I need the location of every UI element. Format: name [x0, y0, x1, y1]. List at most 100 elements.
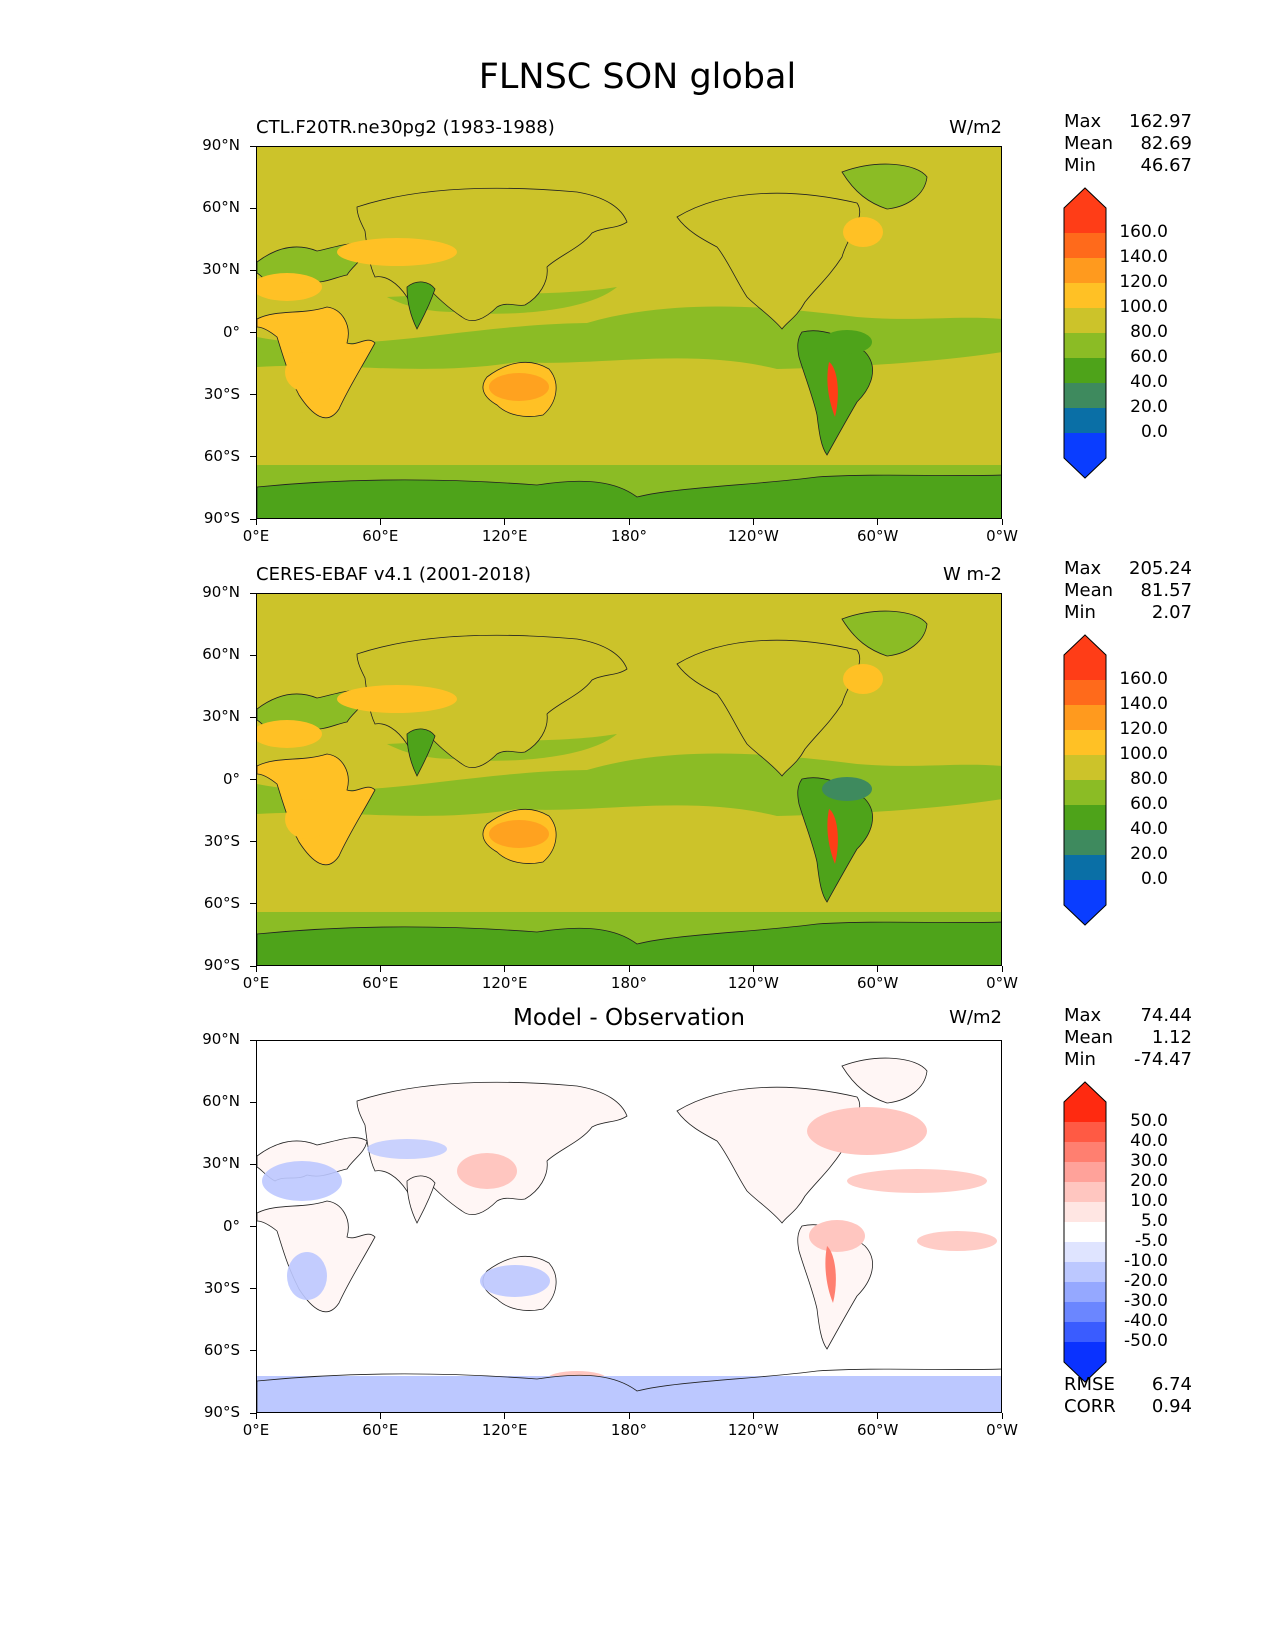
stat-label: CORR: [1064, 1396, 1116, 1417]
lat-tick-label: 90°S: [203, 956, 240, 974]
stat-label: Min: [1064, 155, 1096, 176]
panel-center-title: Model - Observation: [512, 1005, 746, 1031]
colorbar-label: 5.0: [1140, 1211, 1168, 1231]
lon-tick-label: 120°W: [727, 527, 779, 545]
stat-row: Mean 1.12: [1064, 1027, 1192, 1049]
lat-tick: [250, 592, 256, 594]
colorbar-label: -5.0: [1134, 1231, 1168, 1251]
colorbar-outline: [1063, 1081, 1107, 1383]
lat-tick: [250, 1226, 256, 1227]
colorbar-segment: [1064, 433, 1106, 459]
colorbar-label: 120.0: [1119, 272, 1168, 292]
panel-stats: Max 74.44 Mean 1.12 Min -74.47: [1064, 1005, 1192, 1071]
lon-tick: [504, 519, 506, 525]
lat-tick: [250, 903, 256, 905]
lat-tick-label: 90°N: [202, 136, 240, 154]
colorbar-label: 10.0: [1130, 1191, 1168, 1211]
map-plot: [256, 1040, 1002, 1413]
stat-row: Max 162.97: [1064, 111, 1192, 133]
colorbar-extend-min: [1064, 1362, 1106, 1382]
lat-tick: [250, 841, 256, 843]
stat-value: 162.97: [1129, 111, 1192, 132]
colorbar-label: 160.0: [1119, 222, 1168, 242]
lon-tick-label: 0°W: [986, 974, 1018, 992]
lat-tick: [250, 1101, 256, 1103]
lat-tick-label: 0°: [222, 322, 240, 341]
colorbar-outline: [1063, 187, 1107, 479]
figure-title: FLNSC SON global: [478, 57, 797, 97]
colorbar-segment: [1064, 755, 1106, 781]
colorbar-extend-min: [1064, 458, 1106, 478]
colorbar-label: 0.0: [1140, 422, 1168, 442]
lat-tick-label: 90°N: [202, 1030, 240, 1048]
colorbar-label: 120.0: [1119, 719, 1168, 739]
lat-tick: [250, 145, 256, 147]
lat-tick: [250, 207, 256, 209]
stat-value: 46.67: [1140, 155, 1192, 176]
lon-tick-label: 180°: [610, 1421, 648, 1439]
colorbar-segment: [1064, 830, 1106, 856]
lat-tick-label: 90°N: [202, 583, 240, 601]
lon-tick: [877, 519, 879, 525]
lat-tick: [250, 518, 256, 520]
lon-tick: [628, 966, 630, 972]
colorbar-label: -40.0: [1124, 1311, 1168, 1331]
colorbar-segment: [1064, 855, 1106, 881]
map-svg: [257, 1041, 1001, 1412]
stat-value: 2.07: [1151, 602, 1192, 623]
colorbar-segment: [1064, 1342, 1106, 1363]
map-plot: [256, 593, 1002, 966]
lon-tick-label: 120°E: [481, 1421, 528, 1439]
colorbar-segment: [1064, 705, 1106, 731]
panel-extra-stats: RMSE 6.74 CORR 0.94: [1064, 1374, 1192, 1418]
colorbar-label: 40.0: [1130, 372, 1168, 392]
lon-tick: [628, 1413, 630, 1419]
lon-tick-label: 0°W: [986, 1421, 1018, 1439]
colorbar-segment: [1064, 283, 1106, 309]
colorbar-label: 60.0: [1130, 794, 1168, 814]
lat-tick-label: 30°N: [202, 260, 240, 279]
panel-left-title: CERES-EBAF v4.1 (2001-2018): [256, 564, 532, 585]
lon-tick: [379, 966, 381, 972]
lon-tick: [1001, 1413, 1003, 1419]
panel-stats: Max 205.24 Mean 81.57 Min 2.07: [1064, 558, 1192, 624]
stat-value: -74.47: [1133, 1049, 1192, 1070]
colorbar-segment: [1064, 208, 1106, 233]
colorbar-label: 100.0: [1119, 297, 1168, 317]
colorbar-segment: [1064, 258, 1106, 284]
lat-tick: [250, 779, 256, 780]
lat-tick-label: 90°S: [203, 509, 240, 527]
lat-tick-label: 60°S: [203, 893, 240, 912]
lat-tick-label: 90°S: [203, 1403, 240, 1421]
lat-tick-label: 0°: [222, 769, 240, 788]
colorbar-segment: [1064, 730, 1106, 756]
lat-tick: [250, 965, 256, 967]
colorbar-label: 140.0: [1119, 247, 1168, 267]
lat-tick: [250, 456, 256, 458]
stat-label: Max: [1064, 111, 1102, 132]
colorbar-segment: [1064, 1142, 1106, 1163]
stat-row: Mean 81.57: [1064, 580, 1192, 602]
lat-tick: [250, 332, 256, 333]
colorbar-segment: [1064, 1282, 1106, 1303]
panel-left-title: CTL.F20TR.ne30pg2 (1983-1988): [256, 117, 555, 138]
colorbar-extend-max: [1064, 1082, 1106, 1102]
lat-tick-label: 60°S: [203, 446, 240, 465]
lat-tick-label: 0°: [222, 1216, 240, 1235]
stat-label: Mean: [1064, 133, 1114, 154]
colorbar-segment: [1064, 655, 1106, 680]
panel-units: W/m2: [949, 117, 1002, 138]
stat-value: 205.24: [1129, 558, 1192, 579]
stat-label: Min: [1064, 1049, 1096, 1070]
lon-tick-label: 0°W: [986, 527, 1018, 545]
colorbar-label: 140.0: [1119, 694, 1168, 714]
lat-tick-label: 30°S: [203, 1278, 240, 1297]
lon-tick-label: 60°E: [362, 974, 399, 992]
lon-tick: [752, 1413, 754, 1419]
lat-tick-label: 30°S: [203, 384, 240, 403]
colorbar-segment: [1064, 1262, 1106, 1283]
lon-tick: [877, 966, 879, 972]
stat-row: Min 2.07: [1064, 602, 1192, 624]
lon-tick: [504, 966, 506, 972]
lon-tick: [752, 519, 754, 525]
